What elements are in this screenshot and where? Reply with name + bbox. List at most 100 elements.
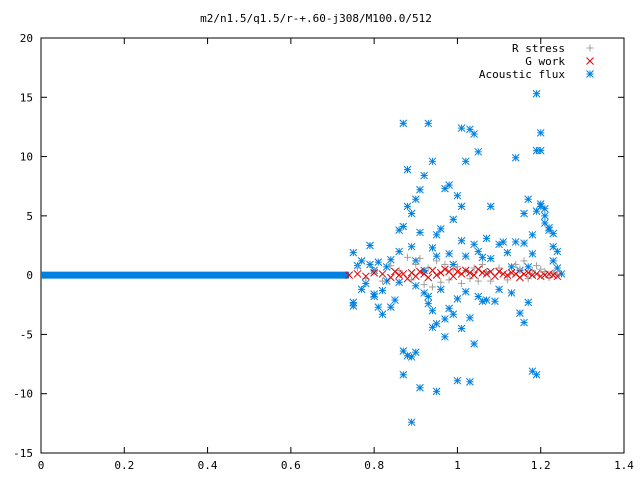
data-point <box>516 309 524 317</box>
data-point <box>495 264 503 272</box>
data-point <box>370 268 378 277</box>
y-tick-label: -10 <box>13 388 33 401</box>
y-tick-label: 5 <box>26 210 33 223</box>
data-point <box>503 271 512 279</box>
data-point <box>345 271 354 279</box>
data-point <box>461 266 470 275</box>
data-point <box>524 262 533 271</box>
data-point <box>424 299 433 308</box>
data-point <box>378 310 387 319</box>
data-point <box>511 238 520 246</box>
series-acoustic-flux <box>41 89 566 427</box>
data-point <box>436 225 445 233</box>
data-point <box>474 277 482 285</box>
data-point <box>424 292 433 301</box>
data-point <box>370 268 378 276</box>
data-point <box>411 348 420 357</box>
data-point <box>416 267 424 276</box>
data-point <box>536 146 545 155</box>
data-point <box>478 253 487 262</box>
data-point <box>453 376 462 385</box>
data-point <box>474 247 483 256</box>
data-point <box>407 242 416 251</box>
data-point <box>395 247 403 256</box>
data-point <box>416 383 424 392</box>
data-point <box>407 418 416 427</box>
data-point <box>482 270 491 278</box>
data-point <box>495 285 503 294</box>
data-point <box>470 240 478 249</box>
data-point <box>445 181 453 189</box>
data-point <box>357 285 366 294</box>
data-point <box>499 238 508 246</box>
data-point <box>533 262 541 270</box>
data-point <box>411 281 420 290</box>
data-point <box>549 229 558 238</box>
legend-label: Acoustic flux <box>479 68 565 81</box>
data-point <box>532 370 541 379</box>
data-point <box>524 275 532 283</box>
data-point <box>466 378 474 386</box>
data-point <box>466 268 474 277</box>
data-point <box>433 257 441 265</box>
data-point <box>399 119 408 128</box>
data-point <box>420 171 428 180</box>
data-point <box>420 281 428 289</box>
data-point <box>478 260 486 268</box>
data-point <box>441 265 449 274</box>
data-point <box>411 195 420 204</box>
data-point <box>486 254 495 263</box>
data-point <box>416 185 424 194</box>
data-point <box>457 324 466 333</box>
data-point <box>428 157 437 166</box>
data-point <box>458 279 466 287</box>
data-point <box>441 260 449 268</box>
data-point <box>482 296 491 304</box>
data-point <box>395 278 403 287</box>
data-point <box>412 260 420 268</box>
data-point <box>403 253 411 261</box>
data-point <box>353 264 361 272</box>
x-tick-label: 0 <box>38 459 45 472</box>
data-point <box>553 264 562 272</box>
data-point <box>461 252 470 261</box>
data-point <box>516 265 524 273</box>
data-point <box>437 278 445 286</box>
data-point <box>432 387 441 396</box>
data-point <box>407 209 416 218</box>
data-point <box>495 267 503 276</box>
data-point <box>470 271 478 279</box>
data-point <box>528 249 537 258</box>
data-point <box>545 226 553 234</box>
data-point <box>387 262 395 270</box>
data-point <box>537 265 545 273</box>
data-point <box>491 297 499 306</box>
data-point <box>374 303 383 312</box>
data-point <box>378 286 387 295</box>
data-point <box>457 124 466 132</box>
data-point <box>466 275 474 283</box>
data-point <box>424 119 433 128</box>
data-point <box>399 370 408 379</box>
x-tick-label: 0.8 <box>364 459 384 472</box>
axis-ticks: 0 0.2 0.4 0.6 0.8 1 1.2 1.4 -15 -10 -5 0 5 10 15 20 <box>13 32 634 472</box>
data-series <box>41 89 566 427</box>
data-point <box>386 255 395 264</box>
data-point <box>453 191 462 200</box>
data-point <box>507 262 516 271</box>
data-point <box>449 310 458 319</box>
data-point <box>520 257 528 265</box>
data-point <box>461 157 470 166</box>
data-point <box>487 277 495 285</box>
data-point <box>512 260 520 268</box>
data-point <box>424 273 433 282</box>
data-point <box>357 257 366 265</box>
legend-marker <box>586 70 594 78</box>
legend-label: R stress <box>512 42 565 55</box>
data-point <box>445 276 453 284</box>
data-point <box>370 290 378 298</box>
data-point <box>524 298 533 307</box>
data-point <box>524 268 533 277</box>
